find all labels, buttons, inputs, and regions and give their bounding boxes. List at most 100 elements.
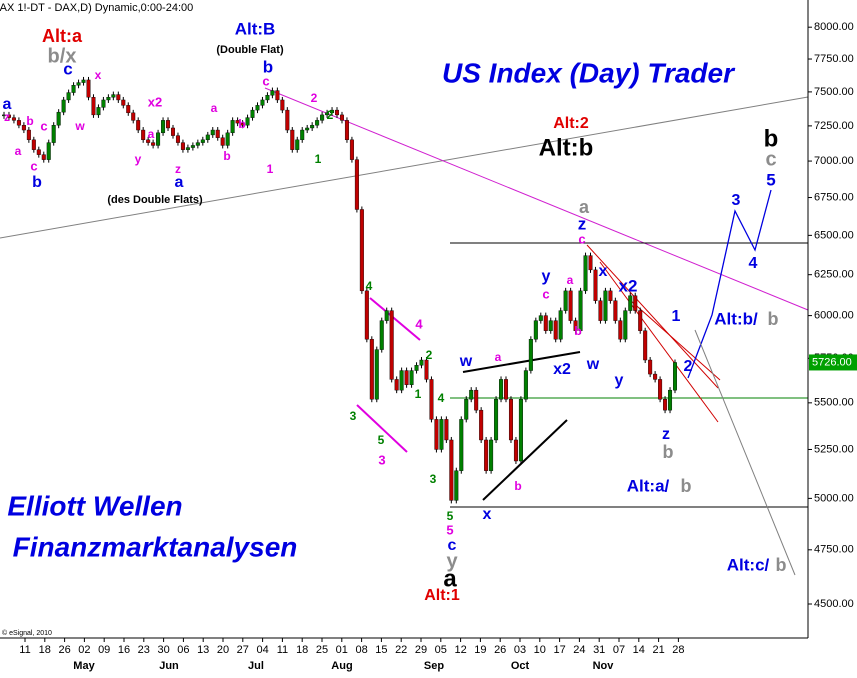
- candle-body: [131, 112, 136, 121]
- candle-body: [533, 320, 538, 340]
- candle-body: [170, 127, 175, 136]
- candle-body: [419, 359, 424, 366]
- wave-label: a: [567, 273, 574, 287]
- candle-body: [513, 439, 518, 462]
- candle-body: [608, 290, 613, 301]
- x-tick-label: 09: [98, 644, 110, 656]
- wave-label: a: [211, 101, 218, 115]
- candle-body: [449, 439, 454, 501]
- candle-body: [91, 97, 96, 116]
- candle-body: [459, 419, 464, 471]
- candle-body: [255, 105, 260, 111]
- x-tick-label: 16: [118, 644, 130, 656]
- candle-body: [300, 129, 305, 141]
- candle-body: [21, 124, 26, 131]
- candle-body: [81, 79, 86, 83]
- wave-label: b: [26, 114, 33, 128]
- wave-label: 4: [749, 255, 758, 272]
- x-tick-label: 26: [58, 644, 70, 656]
- candle-body: [200, 139, 205, 143]
- wave-label: Finanzmarktanalysen: [13, 531, 298, 562]
- candle-body: [285, 109, 290, 131]
- candle-body: [136, 120, 141, 131]
- chart-header: (AX 1!-DT - DAX,D) Dynamic,0:00-24:00: [0, 2, 193, 14]
- x-tick-label: 23: [138, 644, 150, 656]
- candle-body: [613, 300, 618, 321]
- x-tick-label: 03: [514, 644, 526, 656]
- candle-body: [658, 379, 663, 400]
- candle-body: [121, 99, 126, 106]
- wave-label: a: [579, 197, 590, 217]
- x-tick-label: 18: [296, 644, 308, 656]
- x-tick-label: 06: [177, 644, 189, 656]
- candle-body: [349, 139, 354, 160]
- x-tick-label: 11: [277, 644, 288, 656]
- wave-label: x2: [619, 276, 638, 295]
- candle-body: [414, 365, 419, 371]
- copyright: © eSignal, 2010: [2, 629, 52, 637]
- candle-body: [553, 320, 558, 340]
- month-label: Sep: [424, 660, 444, 672]
- wave-label: z: [662, 426, 670, 443]
- candle-body: [156, 132, 161, 146]
- wave-label: 2: [327, 108, 334, 122]
- candle-body: [2, 114, 6, 117]
- wave-label: 5: [447, 509, 454, 523]
- wave-label: y: [446, 550, 458, 572]
- x-tick-label: 19: [474, 644, 486, 656]
- candle-body: [250, 109, 255, 118]
- month-label: Oct: [511, 660, 530, 672]
- candle-body: [205, 134, 210, 141]
- wave-label: b: [574, 324, 581, 338]
- y-tick-label: 4500.00: [814, 598, 854, 610]
- candle-body: [190, 145, 195, 148]
- candle-body: [151, 142, 156, 146]
- wave-label: z: [4, 110, 10, 124]
- wave-label: Alt:2: [553, 115, 589, 132]
- candle-body: [111, 94, 116, 98]
- y-tick-label: 7500.00: [814, 86, 854, 98]
- wave-label: Alt:1: [424, 587, 460, 604]
- candle-body: [623, 310, 628, 340]
- candle-body: [603, 290, 608, 321]
- candle-body: [305, 127, 310, 131]
- x-tick-label: 17: [553, 644, 565, 656]
- wave-label: c: [63, 59, 72, 78]
- candle-body: [16, 120, 21, 126]
- candle-body: [528, 339, 533, 371]
- wave-label: c: [30, 158, 37, 173]
- x-tick-label: 28: [672, 644, 684, 656]
- wave-label: 2: [684, 358, 693, 375]
- wave-label: x2: [553, 361, 571, 378]
- wave-label: 5: [446, 522, 453, 537]
- wave-label: b: [32, 174, 42, 191]
- candle-body: [295, 139, 300, 150]
- candle-body: [633, 295, 638, 311]
- candle-body: [61, 99, 66, 113]
- candle-body: [220, 137, 225, 146]
- wave-label: a: [495, 350, 502, 364]
- candle-body: [71, 85, 76, 93]
- wave-label: x2: [148, 94, 162, 109]
- x-tick-label: 10: [534, 644, 546, 656]
- candle-body: [359, 209, 364, 292]
- projection-path: [687, 189, 772, 379]
- wave-label: Elliott Wellen: [7, 490, 182, 521]
- candle-body: [235, 120, 240, 124]
- candle-body: [504, 379, 509, 400]
- wave-label: b/x: [48, 45, 77, 67]
- candle-body: [374, 349, 379, 400]
- last-price-label: 5726.00: [812, 356, 852, 368]
- candle-body: [583, 255, 588, 292]
- candle-body: [146, 139, 151, 143]
- wave-label: c: [40, 118, 47, 133]
- wave-label: x: [95, 68, 102, 82]
- wedge-line: [356, 404, 408, 453]
- wave-label: b: [223, 149, 230, 163]
- x-tick-label: 29: [415, 644, 427, 656]
- candle-body: [409, 370, 414, 385]
- candle-body: [325, 112, 330, 116]
- wave-label: 3: [732, 192, 741, 209]
- x-tick-label: 04: [256, 644, 268, 656]
